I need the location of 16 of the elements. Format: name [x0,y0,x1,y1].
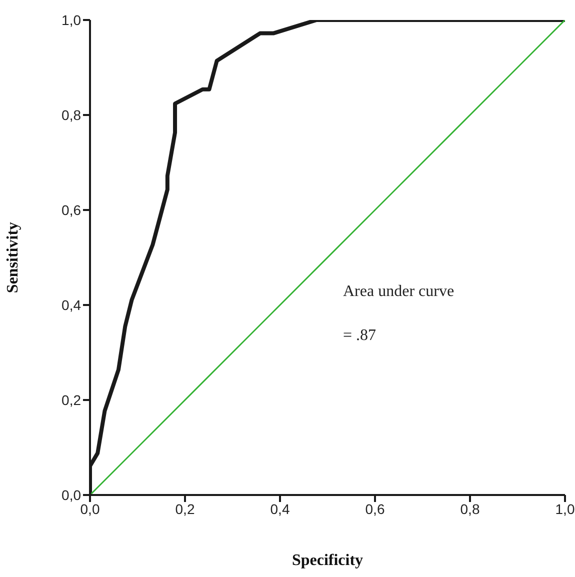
annotation: = .87 [343,327,376,345]
x-tick-label: 0,6 [365,500,385,517]
x-axis-title: Specificity [292,552,364,569]
y-tick-label: 0,0 [62,486,82,503]
x-tick-label: 0,8 [460,500,480,517]
x-tick-label: 0,0 [80,500,100,517]
y-tick-label: 0,8 [62,106,82,123]
y-tick-label: 0,2 [62,392,82,408]
x-tick-label: 0,2 [175,500,195,517]
x-tick-label: 0,4 [270,500,290,517]
y-tick-label: 0,4 [62,296,82,313]
y-tick-label: 0,6 [62,202,82,218]
x-tick-label: 1,0 [555,500,575,517]
y-tick-label: 1,0 [62,12,82,28]
y-axis-title: Sensitivity [4,222,22,294]
annotation: Area under curve [343,283,454,301]
